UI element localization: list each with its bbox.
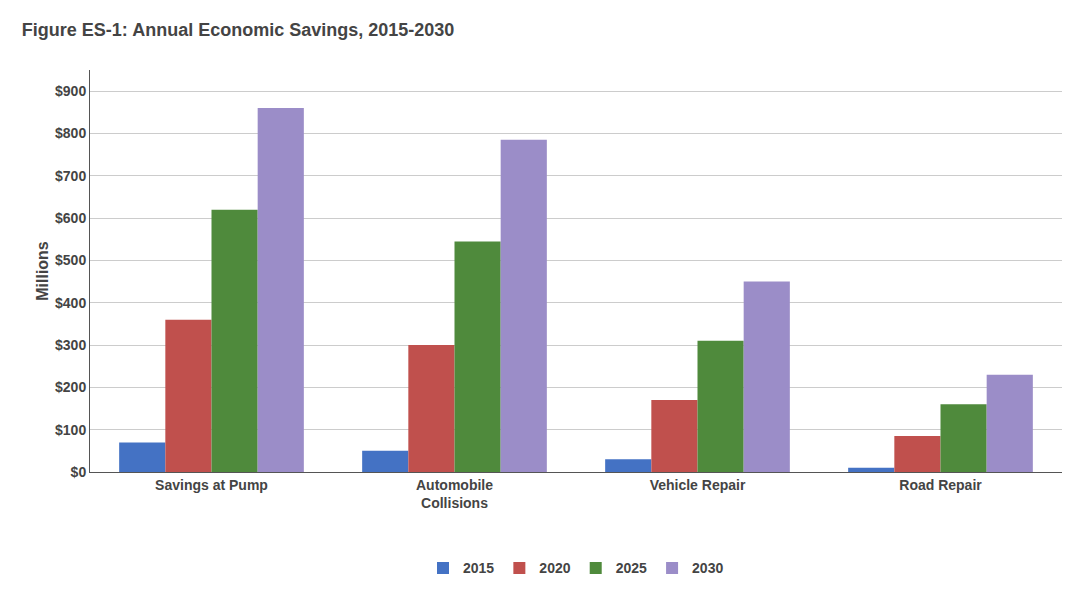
svg-text:AutomobileCollisions: AutomobileCollisions [416, 477, 493, 511]
svg-text:$300: $300 [55, 337, 86, 353]
svg-text:Millions: Millions [34, 241, 51, 301]
svg-text:Vehicle Repair: Vehicle Repair [650, 477, 746, 493]
svg-text:$400: $400 [55, 295, 86, 311]
svg-text:2025: 2025 [616, 560, 647, 576]
svg-text:$500: $500 [55, 252, 86, 268]
svg-text:$0: $0 [71, 464, 87, 480]
svg-text:2030: 2030 [692, 560, 723, 576]
svg-text:$200: $200 [55, 379, 86, 395]
svg-text:Savings at Pump: Savings at Pump [155, 477, 268, 493]
svg-text:Figure ES-1: Annual Economic S: Figure ES-1: Annual Economic Savings, 20… [22, 20, 454, 40]
svg-text:$700: $700 [55, 168, 86, 184]
svg-text:$900: $900 [55, 83, 86, 99]
svg-text:2015: 2015 [463, 560, 494, 576]
svg-text:Road Repair: Road Repair [899, 477, 982, 493]
svg-text:2020: 2020 [539, 560, 570, 576]
svg-text:$800: $800 [55, 125, 86, 141]
svg-text:$600: $600 [55, 210, 86, 226]
svg-text:$100: $100 [55, 422, 86, 438]
